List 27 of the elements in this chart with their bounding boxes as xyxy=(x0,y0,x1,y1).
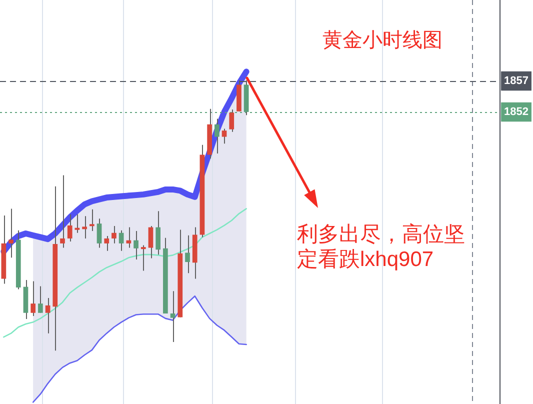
text: 黄金小时线图 xyxy=(322,30,442,52)
candlestick xyxy=(112,226,116,244)
candlestick xyxy=(67,214,72,242)
candlestick xyxy=(156,210,161,256)
candlestick xyxy=(214,118,220,154)
annotation: 利多出尽，高位坚定看跌lxhq907 xyxy=(297,222,465,271)
candlestick xyxy=(82,216,87,239)
candlestick xyxy=(140,244,146,272)
candlestick xyxy=(185,234,190,274)
candlestick xyxy=(38,286,43,314)
candlestick xyxy=(126,226,132,248)
candlestick xyxy=(60,174,65,248)
candlestick xyxy=(222,128,227,144)
y-tick-label: 1852 xyxy=(504,106,528,118)
candlestick xyxy=(96,218,102,248)
candlestick xyxy=(8,208,14,258)
candlestick xyxy=(74,214,80,234)
candlestick xyxy=(170,290,176,342)
candlestick xyxy=(89,208,94,232)
candlestick xyxy=(104,235,110,252)
candlestick xyxy=(148,226,154,259)
candlestick xyxy=(134,230,138,260)
candlestick xyxy=(45,297,50,334)
candlestick xyxy=(118,230,124,252)
candlestick xyxy=(229,108,234,132)
candlestick xyxy=(30,280,36,316)
y-tick-label: 1857 xyxy=(504,75,528,88)
